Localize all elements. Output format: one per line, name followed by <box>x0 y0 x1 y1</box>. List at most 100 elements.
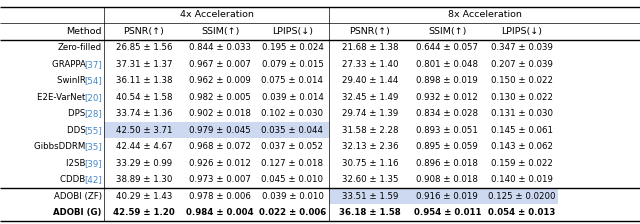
Text: 0.039 ± 0.014: 0.039 ± 0.014 <box>262 93 323 102</box>
Text: 0.037 ± 0.052: 0.037 ± 0.052 <box>262 142 323 151</box>
Text: 0.102 ± 0.030: 0.102 ± 0.030 <box>262 109 323 118</box>
Text: ADOBI (G): ADOBI (G) <box>53 208 102 217</box>
Text: 0.140 ± 0.019: 0.140 ± 0.019 <box>491 175 552 184</box>
Text: 32.60 ± 1.35: 32.60 ± 1.35 <box>342 175 398 184</box>
Text: 33.51 ± 1.59: 33.51 ± 1.59 <box>342 192 398 200</box>
Text: 26.85 ± 1.56: 26.85 ± 1.56 <box>116 43 172 52</box>
Text: 0.159 ± 0.022: 0.159 ± 0.022 <box>491 159 552 168</box>
Text: 0.207 ± 0.039: 0.207 ± 0.039 <box>491 60 552 69</box>
Text: Method: Method <box>67 27 102 36</box>
Text: 0.347 ± 0.039: 0.347 ± 0.039 <box>491 43 552 52</box>
Text: 36.18 ± 1.58: 36.18 ± 1.58 <box>339 208 401 217</box>
Text: 0.075 ± 0.014: 0.075 ± 0.014 <box>262 76 323 85</box>
Text: 0.145 ± 0.061: 0.145 ± 0.061 <box>491 126 552 135</box>
Text: DDS: DDS <box>67 126 88 135</box>
Text: 0.045 ± 0.010: 0.045 ± 0.010 <box>262 175 323 184</box>
Bar <box>256 122 329 138</box>
Text: 40.54 ± 1.58: 40.54 ± 1.58 <box>116 93 172 102</box>
Text: 0.978 ± 0.006: 0.978 ± 0.006 <box>189 192 251 200</box>
Text: 0.801 ± 0.048: 0.801 ± 0.048 <box>417 60 478 69</box>
Text: 0.982 ± 0.005: 0.982 ± 0.005 <box>189 93 251 102</box>
Text: 0.902 ± 0.018: 0.902 ± 0.018 <box>189 109 251 118</box>
Text: [42]: [42] <box>84 175 102 184</box>
Text: [28]: [28] <box>84 109 102 118</box>
Text: 0.079 ± 0.015: 0.079 ± 0.015 <box>262 60 323 69</box>
Text: 0.143 ± 0.062: 0.143 ± 0.062 <box>491 142 552 151</box>
Text: 29.74 ± 1.39: 29.74 ± 1.39 <box>342 109 398 118</box>
Text: GRAPPA: GRAPPA <box>52 60 88 69</box>
Text: 31.58 ± 2.28: 31.58 ± 2.28 <box>342 126 398 135</box>
Text: DPS: DPS <box>68 109 88 118</box>
Text: I2SB: I2SB <box>66 159 88 168</box>
Text: ADOBI (ZF): ADOBI (ZF) <box>54 192 102 200</box>
Bar <box>410 188 484 204</box>
Text: 0.908 ± 0.018: 0.908 ± 0.018 <box>417 175 478 184</box>
Text: 0.954 ± 0.011: 0.954 ± 0.011 <box>413 208 481 217</box>
Text: 0.932 ± 0.012: 0.932 ± 0.012 <box>417 93 478 102</box>
Text: [20]: [20] <box>84 93 102 102</box>
Text: 42.59 ± 1.20: 42.59 ± 1.20 <box>113 208 175 217</box>
Text: 0.131 ± 0.030: 0.131 ± 0.030 <box>491 109 552 118</box>
Text: 0.916 ± 0.019: 0.916 ± 0.019 <box>417 192 478 200</box>
Text: 0.967 ± 0.007: 0.967 ± 0.007 <box>189 60 251 69</box>
Text: 0.195 ± 0.024: 0.195 ± 0.024 <box>262 43 323 52</box>
Text: Zero-filled: Zero-filled <box>58 43 102 52</box>
Text: 0.834 ± 0.028: 0.834 ± 0.028 <box>417 109 478 118</box>
Bar <box>183 122 256 138</box>
Text: 0.968 ± 0.072: 0.968 ± 0.072 <box>189 142 251 151</box>
Text: [35]: [35] <box>84 142 102 151</box>
Bar <box>104 122 183 138</box>
Text: 33.74 ± 1.36: 33.74 ± 1.36 <box>116 109 172 118</box>
Text: 37.31 ± 1.37: 37.31 ± 1.37 <box>116 60 172 69</box>
Text: GibbsDDRM: GibbsDDRM <box>34 142 88 151</box>
Text: CDDB: CDDB <box>60 175 88 184</box>
Text: 29.40 ± 1.44: 29.40 ± 1.44 <box>342 76 398 85</box>
Text: 0.039 ± 0.010: 0.039 ± 0.010 <box>262 192 323 200</box>
Text: 42.44 ± 4.67: 42.44 ± 4.67 <box>116 142 172 151</box>
Bar <box>484 188 558 204</box>
Text: LPIPS(↓): LPIPS(↓) <box>501 27 542 36</box>
Text: SwinIR: SwinIR <box>57 76 88 85</box>
Text: 0.984 ± 0.004: 0.984 ± 0.004 <box>186 208 254 217</box>
Text: 0.127 ± 0.018: 0.127 ± 0.018 <box>262 159 323 168</box>
Text: [37]: [37] <box>84 60 102 69</box>
Text: 0.896 ± 0.018: 0.896 ± 0.018 <box>417 159 478 168</box>
Text: 0.130 ± 0.022: 0.130 ± 0.022 <box>491 93 552 102</box>
Text: 33.29 ± 0.99: 33.29 ± 0.99 <box>116 159 172 168</box>
Text: 8x Acceleration: 8x Acceleration <box>447 11 522 19</box>
Text: 0.973 ± 0.007: 0.973 ± 0.007 <box>189 175 251 184</box>
Text: 4x Acceleration: 4x Acceleration <box>180 11 253 19</box>
Bar <box>329 188 410 204</box>
Text: 0.893 ± 0.051: 0.893 ± 0.051 <box>417 126 478 135</box>
Text: SSIM(↑): SSIM(↑) <box>428 27 467 36</box>
Text: 0.926 ± 0.012: 0.926 ± 0.012 <box>189 159 251 168</box>
Text: 0.644 ± 0.057: 0.644 ± 0.057 <box>417 43 478 52</box>
Text: E2E-VarNet: E2E-VarNet <box>37 93 88 102</box>
Text: 0.054 ± 0.013: 0.054 ± 0.013 <box>488 208 556 217</box>
Text: SSIM(↑): SSIM(↑) <box>201 27 239 36</box>
Text: 30.75 ± 1.16: 30.75 ± 1.16 <box>342 159 398 168</box>
Text: 0.022 ± 0.006: 0.022 ± 0.006 <box>259 208 326 217</box>
Text: 40.29 ± 1.43: 40.29 ± 1.43 <box>116 192 172 200</box>
Text: [39]: [39] <box>84 159 102 168</box>
Text: 32.45 ± 1.49: 32.45 ± 1.49 <box>342 93 398 102</box>
Text: 0.895 ± 0.059: 0.895 ± 0.059 <box>417 142 478 151</box>
Text: 27.33 ± 1.40: 27.33 ± 1.40 <box>342 60 398 69</box>
Text: [54]: [54] <box>84 76 102 85</box>
Text: 0.150 ± 0.022: 0.150 ± 0.022 <box>491 76 552 85</box>
Text: PSNR(↑): PSNR(↑) <box>124 27 164 36</box>
Text: 0.898 ± 0.019: 0.898 ± 0.019 <box>417 76 478 85</box>
Text: 21.68 ± 1.38: 21.68 ± 1.38 <box>342 43 398 52</box>
Text: 42.50 ± 3.71: 42.50 ± 3.71 <box>116 126 172 135</box>
Text: 0.125 ± 0.0200: 0.125 ± 0.0200 <box>488 192 556 200</box>
Text: 0.035 ± 0.044: 0.035 ± 0.044 <box>262 126 323 135</box>
Text: [55]: [55] <box>84 126 102 135</box>
Text: 0.962 ± 0.009: 0.962 ± 0.009 <box>189 76 251 85</box>
Text: 0.979 ± 0.045: 0.979 ± 0.045 <box>189 126 251 135</box>
Text: 36.11 ± 1.38: 36.11 ± 1.38 <box>116 76 172 85</box>
Text: 32.13 ± 2.36: 32.13 ± 2.36 <box>342 142 398 151</box>
Text: 38.89 ± 1.30: 38.89 ± 1.30 <box>116 175 172 184</box>
Text: LPIPS(↓): LPIPS(↓) <box>272 27 313 36</box>
Text: 0.844 ± 0.033: 0.844 ± 0.033 <box>189 43 251 52</box>
Text: PSNR(↑): PSNR(↑) <box>349 27 390 36</box>
